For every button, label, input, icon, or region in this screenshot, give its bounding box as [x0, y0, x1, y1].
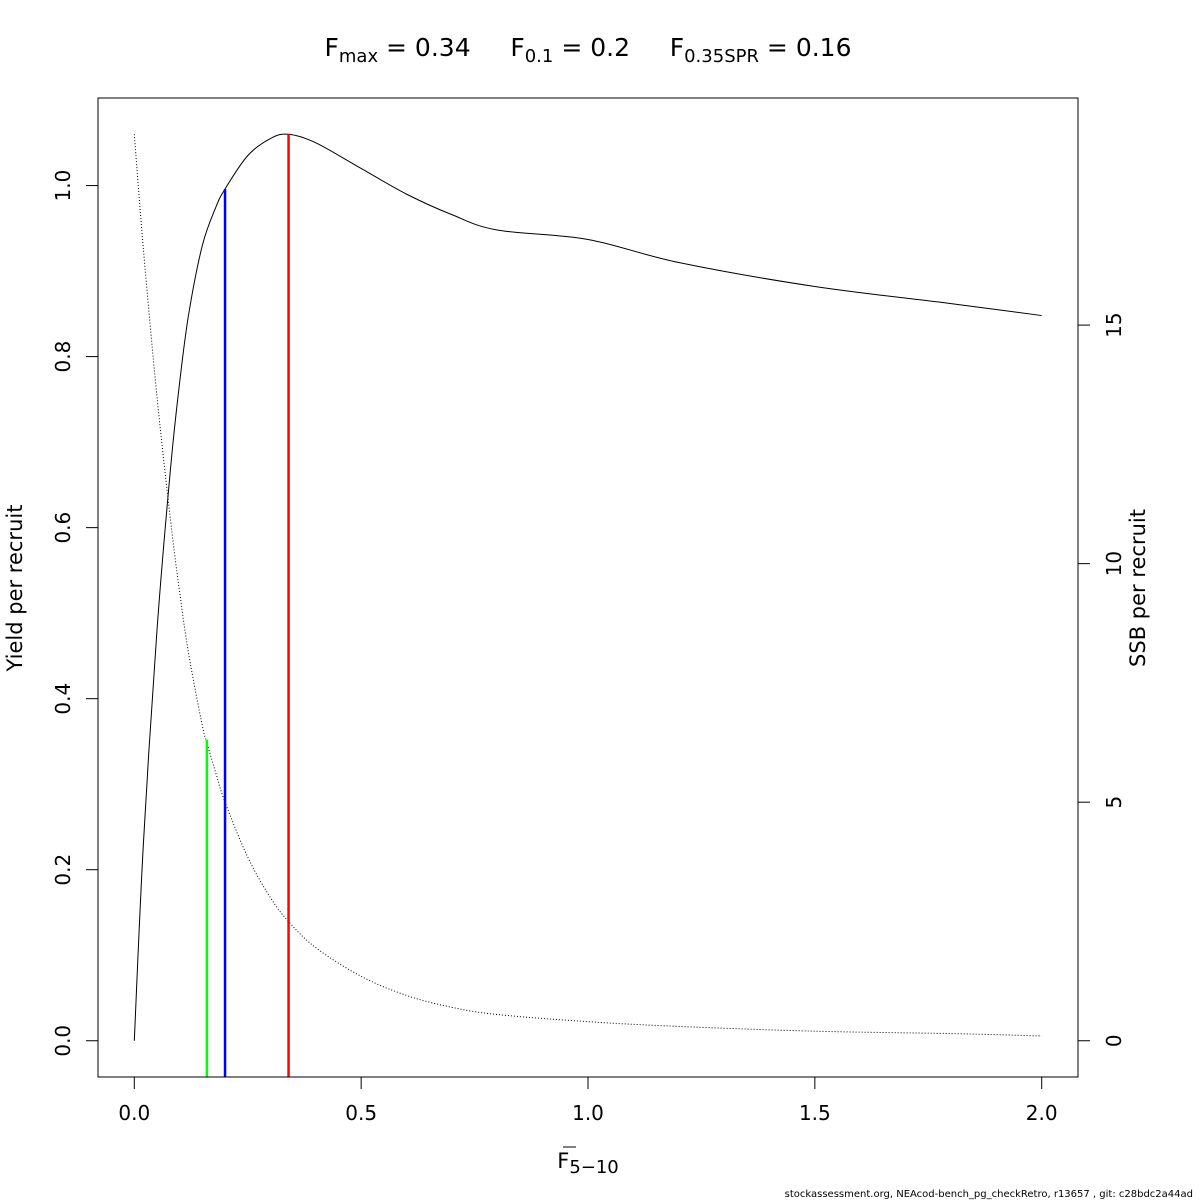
y-axis-left: 0.0 0.2 0.4 0.6 0.8 1.0 [51, 170, 99, 1057]
y2-tick-label: 10 [1102, 551, 1126, 576]
x-tick-label: 2.0 [1026, 1101, 1058, 1125]
y-tick-label: 0.0 [51, 1025, 75, 1057]
plot-frame [97, 97, 1079, 1078]
chart-title: Fmax = 0.34 F0.1 = 0.2 F0.35SPR = 0.16 [324, 33, 851, 67]
y-tick-label: 0.4 [51, 683, 75, 715]
y2-tick-label: 5 [1102, 796, 1126, 809]
footer-credit: stockassessment.org, NEAcod-bench_pg_che… [785, 1189, 1193, 1200]
x-tick-label: 1.5 [799, 1101, 831, 1125]
x-tick-label: 1.0 [572, 1101, 604, 1125]
y-tick-label: 0.6 [51, 512, 75, 544]
x-tick-label: 0.0 [118, 1101, 150, 1125]
title-text: Fmax = 0.34 F0.1 = 0.2 F0.35SPR = 0.16 [324, 33, 851, 67]
x-axis: 0.0 0.5 1.0 1.5 2.0 [118, 1076, 1058, 1125]
x-axis-title-text: F5−10 [557, 1149, 619, 1178]
curves-layer [133, 133, 1042, 1041]
x-axis-title: F5−10 [557, 1146, 619, 1178]
y-axis-right: 0 5 10 15 [1077, 312, 1126, 1047]
x-tick-label: 0.5 [345, 1101, 377, 1125]
y2-tick-label: 0 [1102, 1034, 1126, 1047]
reference-lines-layer [205, 134, 290, 1077]
ssb-per-recruit-curve [133, 134, 1042, 1037]
y2-tick-label: 15 [1102, 312, 1126, 337]
yield-per-recruit-curve [133, 133, 1042, 1041]
y-tick-label: 0.2 [51, 854, 75, 886]
y-tick-label: 0.8 [51, 341, 75, 373]
y-axis-title: Yield per recruit [3, 505, 27, 673]
y2-axis-title: SSB per recruit [1126, 509, 1150, 667]
y-tick-label: 1.0 [51, 170, 75, 202]
